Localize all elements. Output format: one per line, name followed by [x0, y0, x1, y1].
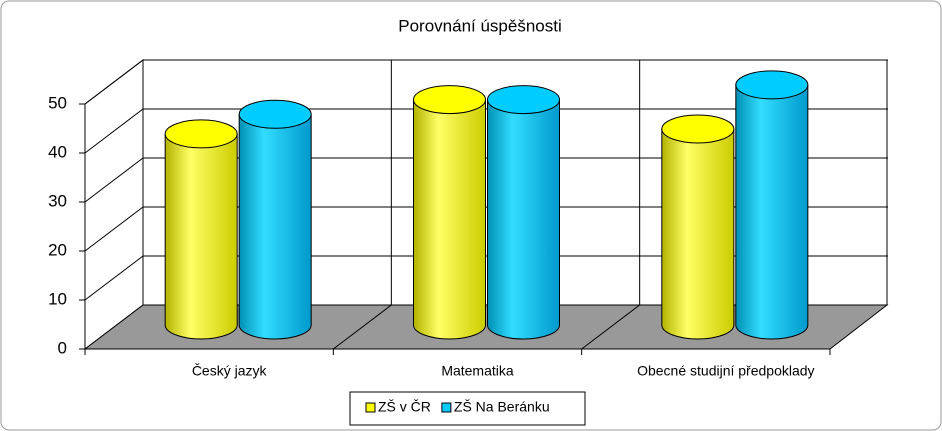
bar-top: [413, 85, 486, 115]
grid-line: [84, 255, 144, 301]
grid-line: [84, 206, 144, 252]
bar-top: [661, 114, 735, 144]
y-tick-label: 10: [48, 289, 67, 308]
bar-top: [164, 119, 238, 149]
legend-label: ZŠ v ČR: [378, 399, 431, 415]
chart-title: Porovnání úspěšnosti: [398, 16, 562, 35]
bar: [164, 133, 238, 340]
bar: [735, 84, 809, 340]
bar-top: [487, 85, 560, 115]
x-tick-label: Matematika: [441, 363, 514, 379]
grid-line: [84, 157, 144, 203]
grid-line: [84, 59, 144, 105]
legend-swatch: [365, 402, 376, 413]
bar: [487, 99, 560, 340]
bar: [413, 99, 486, 340]
legend: [349, 391, 586, 426]
y-tick-label: 40: [48, 142, 67, 161]
y-tick-label: 50: [48, 93, 67, 112]
x-tick-label: Obecné studijní předpoklady: [637, 363, 814, 379]
bar-top: [238, 99, 312, 129]
legend-label: ZŠ Na Beránku: [454, 399, 550, 415]
bar: [661, 128, 735, 340]
bar-top: [735, 70, 809, 100]
x-tick-label: Český jazyk: [192, 363, 268, 379]
y-tick-label: 20: [48, 240, 67, 259]
grid-line: [84, 108, 144, 154]
category-divider: [333, 304, 392, 350]
legend-swatch: [441, 402, 452, 413]
y-tick-label: 0: [58, 338, 67, 357]
bar: [238, 113, 312, 340]
category-divider: [581, 304, 640, 350]
y-tick-label: 30: [48, 191, 67, 210]
side-wall: [84, 58, 144, 351]
